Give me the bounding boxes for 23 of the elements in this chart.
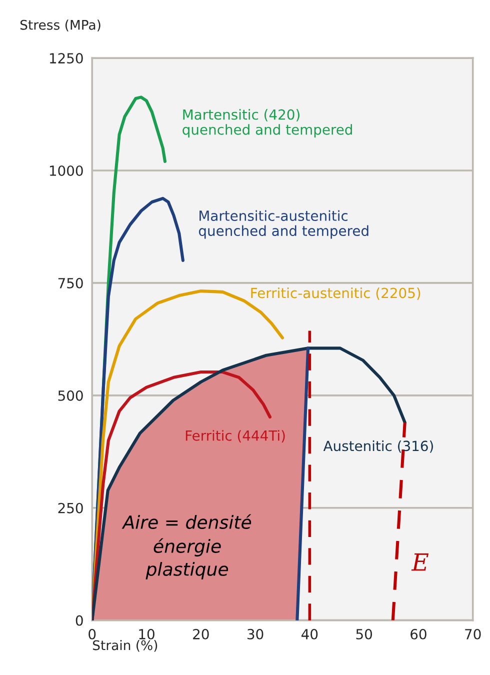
series-label: Martensitic (420) quenched and tempered bbox=[182, 109, 352, 138]
x-tick-label: 50 bbox=[356, 628, 372, 640]
x-tick-label: 40 bbox=[302, 628, 318, 640]
series-label: Ferritic (444Ti) bbox=[186, 430, 285, 442]
y-tick-label: 0 bbox=[76, 615, 83, 626]
x-tick-label: 20 bbox=[193, 628, 209, 640]
y-tick-label: 250 bbox=[58, 502, 83, 514]
x-tick-label: 70 bbox=[465, 628, 481, 640]
series-label: Martensitic-austenitic quenched and tempered bbox=[198, 210, 368, 239]
x-tick-label: 0 bbox=[88, 628, 96, 640]
annotation: E bbox=[411, 553, 429, 571]
y-tick-label: 750 bbox=[58, 278, 83, 288]
y-tick-label: 1250 bbox=[50, 53, 83, 64]
x-axis-title: Strain (%) bbox=[92, 640, 158, 652]
y-axis-title: Stress (MPa) bbox=[20, 20, 100, 32]
y-tick-label: 1000 bbox=[50, 165, 83, 176]
annotation: Aire = densité énergie plastique bbox=[122, 514, 252, 580]
x-tick-label: 30 bbox=[248, 628, 264, 640]
y-tick-label: 500 bbox=[58, 390, 83, 401]
x-tick-label: 60 bbox=[410, 628, 426, 640]
text: Austenitic (316) bbox=[323, 440, 433, 453]
x-tick-label: 10 bbox=[139, 628, 154, 640]
series-label: Ferritic-austenitic (2205) bbox=[251, 287, 420, 300]
